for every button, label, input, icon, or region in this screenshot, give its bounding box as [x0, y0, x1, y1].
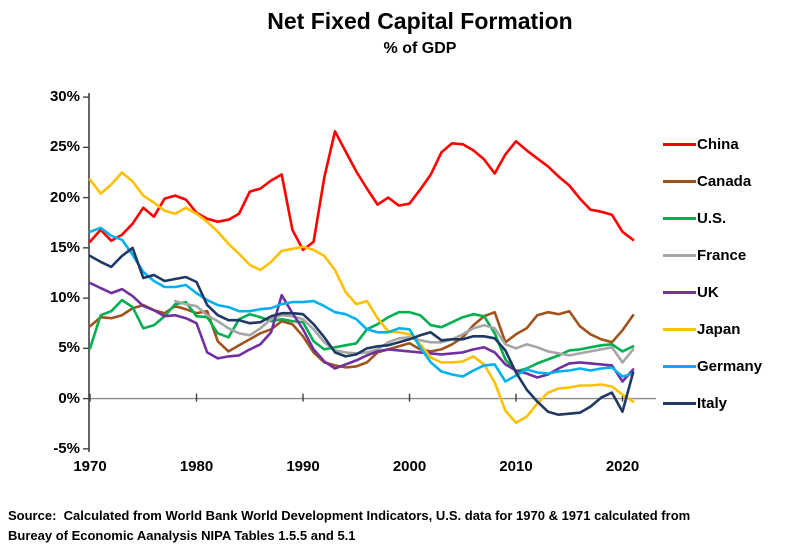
source-line-1: Source: Calculated from World Bank World…: [8, 508, 691, 523]
y-tick-label: 25%: [49, 138, 80, 156]
series-line-italy: [88, 246, 635, 417]
chart-title: Net Fixed Capital Formation: [267, 8, 573, 34]
legend-label-japan: Japan: [697, 321, 741, 338]
series-line-china: [88, 130, 635, 252]
chart-subtitle: % of GDP: [383, 40, 457, 57]
y-tick-label: 20%: [49, 188, 80, 206]
series-line-germany: [88, 226, 635, 383]
legend-item-japan: Japan: [663, 311, 762, 348]
x-tick-label: 2020: [605, 458, 640, 475]
legend-swatch-japan: [663, 328, 696, 331]
legend-label-france: France: [697, 247, 747, 264]
legend-item-italy: Italy: [663, 385, 762, 422]
legend-label-canada: Canada: [697, 173, 752, 190]
legend-item-us: U.S.: [663, 200, 762, 237]
x-tick-label: 2000: [392, 458, 427, 475]
x-tick-label: 1970: [73, 458, 107, 475]
series-line-japan: [88, 171, 635, 425]
legend-swatch-us: [663, 217, 696, 220]
series-line-uk: [88, 281, 635, 383]
legend-swatch-italy: [663, 402, 696, 405]
y-tick-label: 0%: [58, 389, 80, 407]
legend-label-uk: UK: [697, 284, 719, 301]
source-line-2: Bureay of Economic Aanalysis NIPA Tables…: [8, 528, 356, 543]
series-line-canada: [88, 303, 635, 369]
y-tick-label: -5%: [53, 439, 80, 457]
legend-label-us: U.S.: [697, 210, 727, 227]
x-tick-label: 1990: [286, 458, 320, 475]
legend-item-france: France: [663, 237, 762, 274]
legend-label-china: China: [697, 136, 739, 153]
y-tick-label: 15%: [49, 238, 80, 256]
legend-item-uk: UK: [663, 274, 762, 311]
y-tick-label: 5%: [58, 339, 80, 357]
legend-label-italy: Italy: [697, 395, 728, 412]
legend-label-germany: Germany: [697, 358, 763, 375]
legend-swatch-germany: [663, 365, 696, 368]
legend-swatch-china: [663, 143, 696, 146]
x-tick-label: 1980: [179, 458, 214, 475]
legend-item-china: China: [663, 126, 762, 163]
y-tick-label: 30%: [49, 88, 80, 106]
x-tick-label: 2010: [499, 458, 533, 475]
y-tick-label: 10%: [49, 289, 80, 307]
legend-item-germany: Germany: [663, 348, 762, 385]
legend-swatch-uk: [663, 291, 696, 294]
legend-swatch-france: [663, 254, 696, 257]
legend-swatch-canada: [663, 180, 696, 183]
series-line-france: [173, 299, 635, 364]
series-line-us: [88, 298, 635, 373]
legend-item-canada: Canada: [663, 163, 762, 200]
source-note: Source: Calculated from World Bank World…: [8, 506, 792, 546]
legend: China Canada U.S. France UK Japan Germany Italy: [663, 126, 762, 422]
